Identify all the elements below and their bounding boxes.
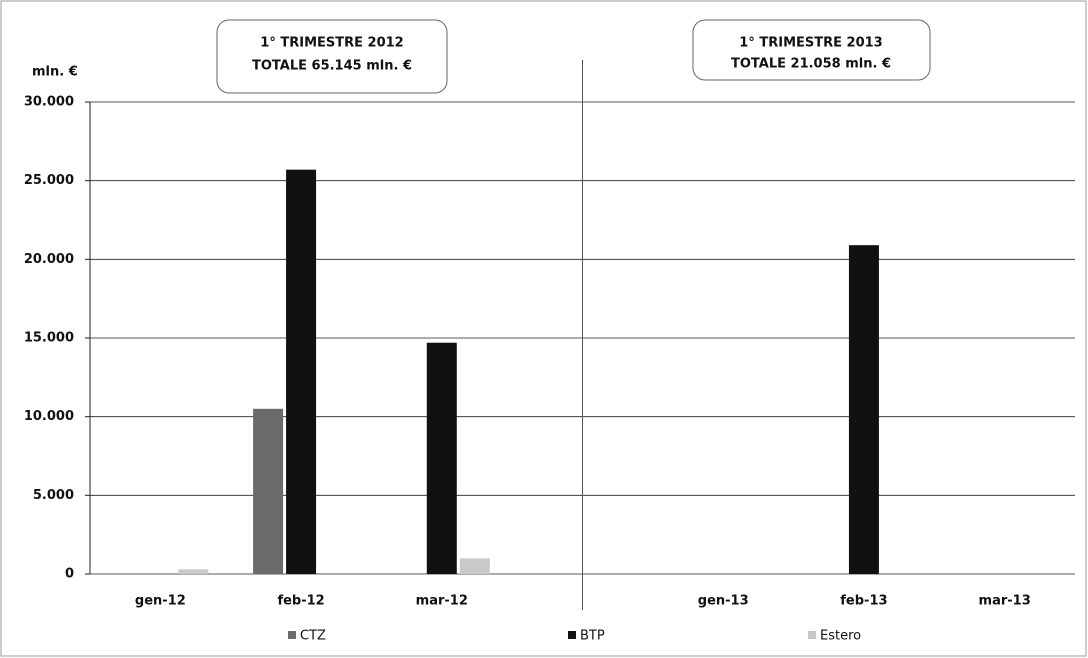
x-tick-label: feb-13 (840, 594, 887, 609)
bar (848, 245, 879, 574)
y-tick-label: 25.000 (24, 173, 74, 188)
legend-swatch (808, 631, 816, 639)
x-tick-label: gen-13 (698, 594, 749, 609)
y-tick-label: 30.000 (24, 95, 74, 110)
legend-swatch (288, 631, 296, 639)
bar (426, 342, 457, 574)
annotation: TOTALE 21.058 mln. € (731, 57, 891, 72)
legend-label: Estero (820, 629, 861, 644)
y-tick-label: 5.000 (33, 488, 74, 503)
y-tick-label: 20.000 (24, 252, 74, 267)
x-tick-label: gen-12 (135, 594, 186, 609)
x-tick-label: mar-13 (979, 594, 1031, 609)
bar (253, 408, 284, 574)
x-tick-label: mar-12 (416, 594, 468, 609)
x-tick-label: feb-12 (277, 594, 324, 609)
annotation-box (692, 19, 931, 81)
y-tick-label: 10.000 (24, 409, 74, 424)
y-axis-label: mln. € (32, 65, 78, 80)
legend-label: BTP (580, 629, 605, 644)
bar (459, 558, 490, 574)
annotation: 1° TRIMESTRE 2013 (739, 36, 882, 51)
annotation-box (216, 19, 448, 94)
y-tick-label: 0 (65, 567, 74, 582)
y-tick-label: 15.000 (24, 331, 74, 346)
annotation: TOTALE 65.145 mln. € (252, 59, 412, 74)
bar (178, 569, 209, 574)
legend-label: CTZ (300, 629, 326, 644)
legend-swatch (568, 631, 576, 639)
annotation: 1° TRIMESTRE 2012 (260, 36, 403, 51)
bar (286, 169, 317, 575)
